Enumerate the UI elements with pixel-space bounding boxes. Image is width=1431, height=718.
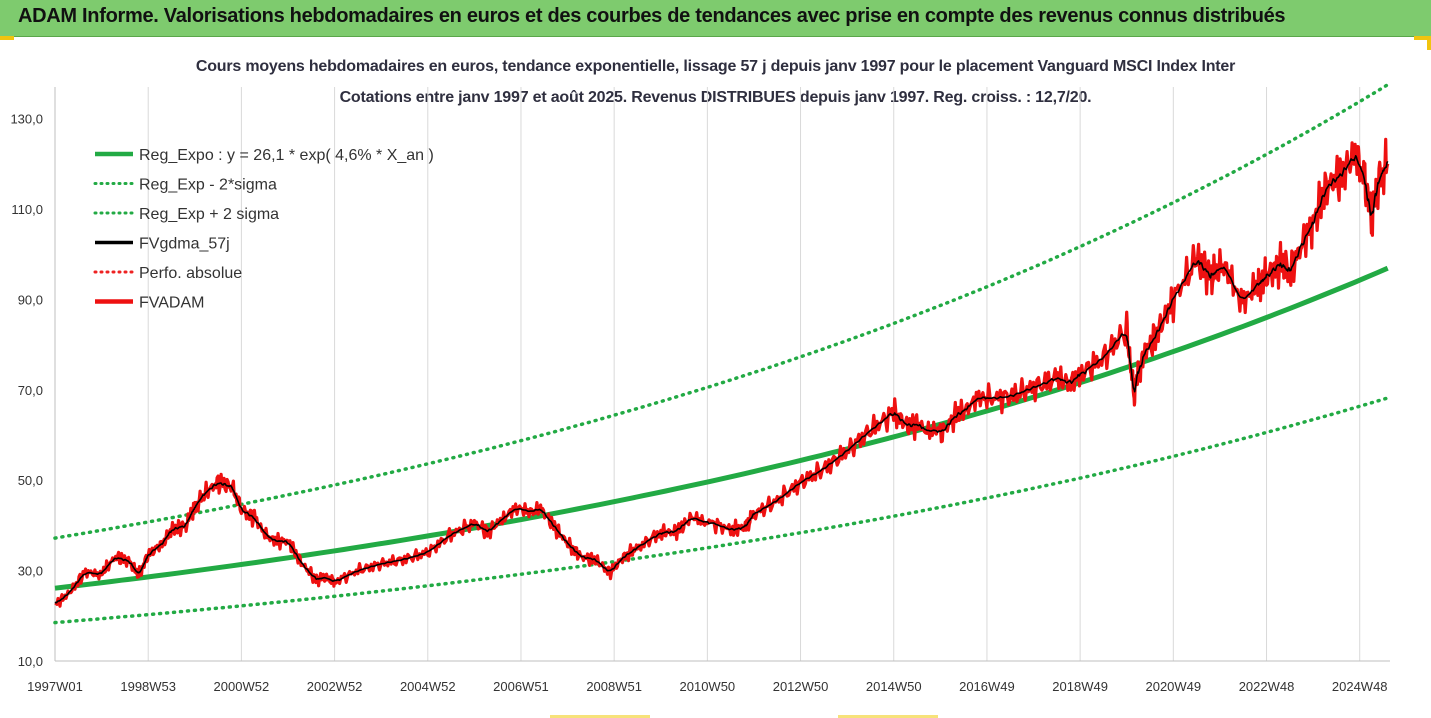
legend-label: FVgdma_57j bbox=[139, 236, 230, 253]
x-tick-label: 2008W51 bbox=[586, 679, 642, 694]
legend-label: Reg_Expo : y = 26,1 * exp( 4,6% * X_an ) bbox=[139, 147, 434, 164]
x-tick-label: 1997W01 bbox=[27, 679, 83, 694]
x-tick-label: 2006W51 bbox=[493, 679, 549, 694]
y-tick-label: 50,0 bbox=[18, 473, 43, 488]
x-tick-label: 2020W49 bbox=[1145, 679, 1201, 694]
corner-marker bbox=[550, 715, 650, 718]
corner-marker bbox=[0, 36, 14, 40]
chart-title-line2: Cotations entre janv 1997 et août 2025. … bbox=[339, 89, 1092, 106]
legend-label: Reg_Exp + 2 sigma bbox=[139, 206, 279, 223]
legend-label: FVADAM bbox=[139, 295, 204, 312]
corner-marker bbox=[838, 715, 938, 718]
y-tick-label: 130,0 bbox=[10, 112, 43, 127]
x-tick-label: 2010W50 bbox=[680, 679, 736, 694]
corner-marker bbox=[1414, 36, 1431, 40]
report-title: ADAM Informe. Valorisations hebdomadaire… bbox=[18, 5, 1286, 27]
series-regression-line bbox=[54, 265, 1389, 591]
x-tick-label: 2022W48 bbox=[1239, 679, 1295, 694]
legend-label: Perfo. absolue bbox=[139, 265, 242, 282]
y-tick-label: 70,0 bbox=[18, 383, 43, 398]
series-lower-band-line bbox=[53, 396, 1390, 625]
y-tick-label: 30,0 bbox=[18, 564, 43, 579]
x-tick-label: 2000W52 bbox=[214, 679, 270, 694]
x-tick-label: 2004W52 bbox=[400, 679, 456, 694]
x-tick-label: 2024W48 bbox=[1332, 679, 1388, 694]
y-tick-label: 110,0 bbox=[11, 202, 43, 217]
y-tick-label: 10,0 bbox=[18, 654, 43, 669]
chart-title-line1: Cours moyens hebdomadaires en euros, ten… bbox=[195, 58, 1236, 75]
x-tick-label: 2018W49 bbox=[1052, 679, 1108, 694]
x-tick-label: 1998W53 bbox=[120, 679, 176, 694]
chart-area: Cours moyens hebdomadaires en euros, ten… bbox=[0, 37, 1431, 718]
legend-label: Reg_Exp - 2*sigma bbox=[139, 177, 277, 194]
series-upper-band-line bbox=[53, 82, 1390, 540]
y-tick-label: 90,0 bbox=[18, 292, 43, 307]
x-tick-label: 2014W50 bbox=[866, 679, 922, 694]
corner-marker bbox=[1427, 36, 1431, 50]
report-banner: ADAM Informe. Valorisations hebdomadaire… bbox=[0, 0, 1431, 37]
x-tick-label: 2016W49 bbox=[959, 679, 1015, 694]
series-fvgdma-line bbox=[54, 155, 1389, 604]
x-tick-label: 2012W50 bbox=[773, 679, 829, 694]
line-chart: 1997W01 1998W53 2000W52 2002W52 2004W52 2006W… bbox=[10, 82, 1390, 694]
x-tick-label: 2002W52 bbox=[307, 679, 363, 694]
